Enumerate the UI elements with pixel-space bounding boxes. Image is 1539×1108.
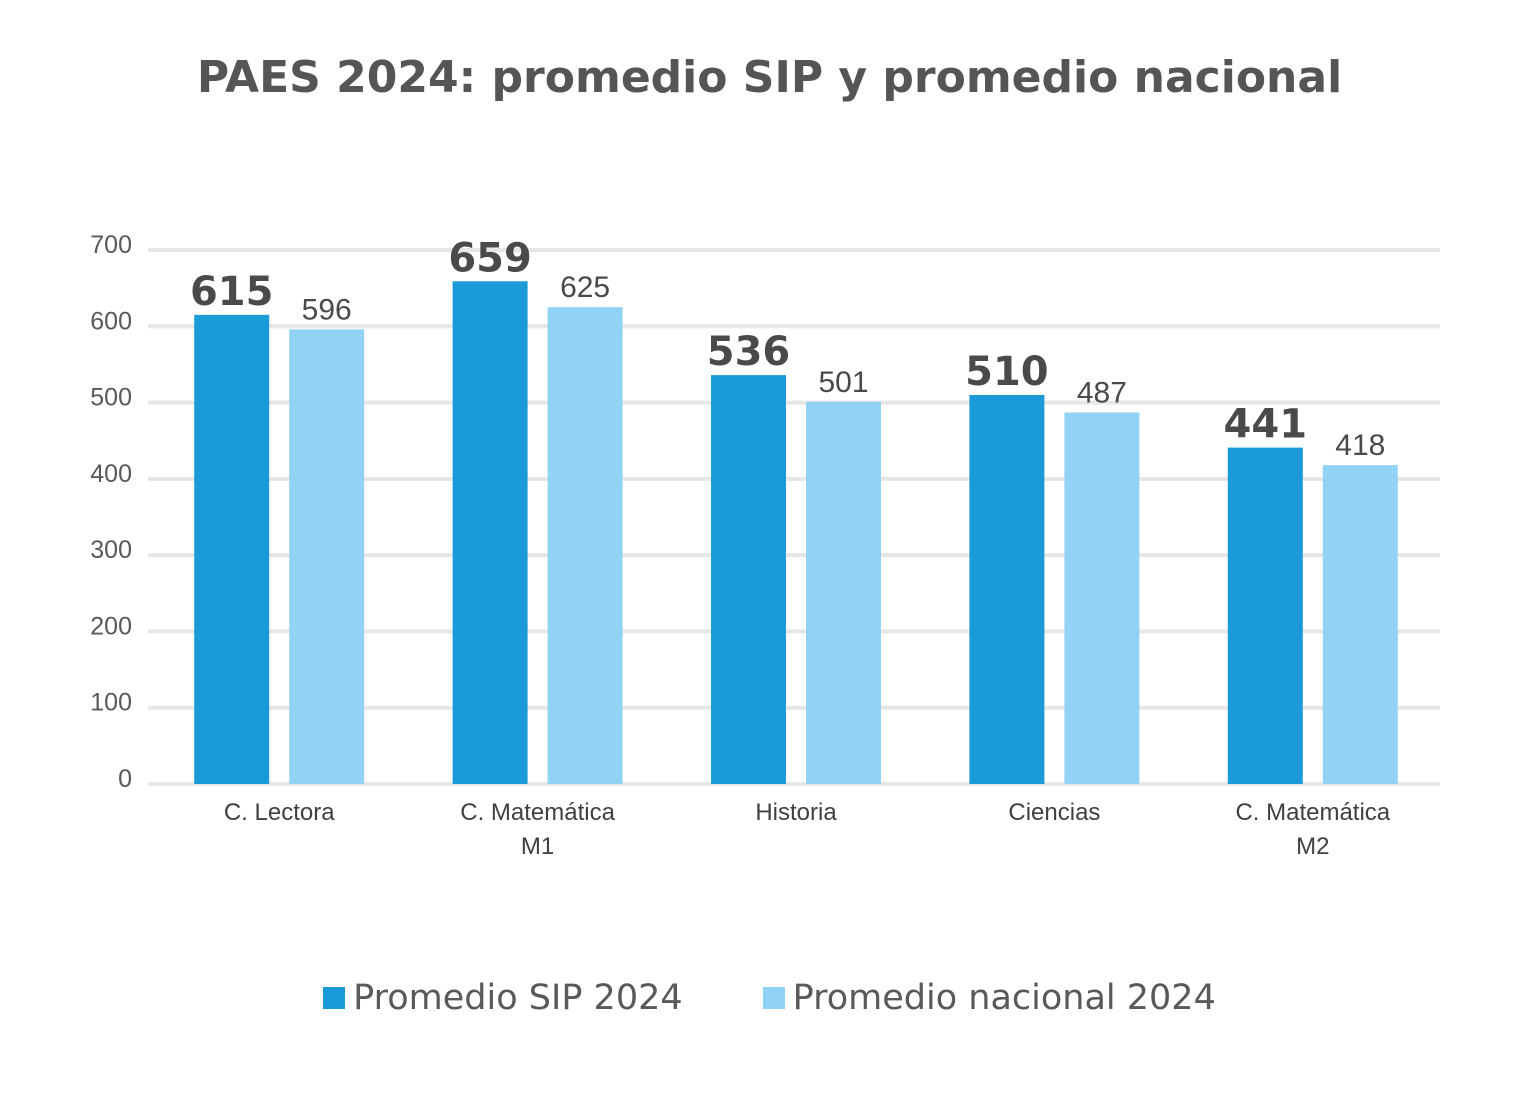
legend-swatch-nacional bbox=[762, 987, 785, 1009]
bar bbox=[1322, 465, 1398, 784]
data-label: 441 bbox=[1224, 402, 1308, 448]
bar-chart: 0 100 200 300 400 500 600 700 615 596 659 625 536 50… bbox=[90, 231, 1440, 860]
bar bbox=[1064, 412, 1140, 784]
y-tick-label: 400 bbox=[90, 460, 132, 488]
bar bbox=[969, 394, 1045, 784]
bar bbox=[806, 401, 881, 784]
y-tick-label: 0 bbox=[118, 765, 132, 793]
legend: Promedio SIP 2024 Promedio nacional 2024 bbox=[0, 978, 1539, 1018]
x-tick-label: C. Lectora bbox=[224, 799, 335, 826]
chart-title: PAES 2024: promedio SIP y promedio nacio… bbox=[196, 52, 1343, 103]
y-tick-label: 100 bbox=[90, 689, 132, 717]
data-label: 659 bbox=[448, 235, 532, 281]
y-axis: 0 100 200 300 400 500 600 700 bbox=[90, 231, 132, 793]
legend-label-sip: Promedio SIP 2024 bbox=[353, 978, 683, 1018]
data-label: 510 bbox=[965, 349, 1049, 395]
bar bbox=[1227, 447, 1303, 784]
data-label: 615 bbox=[190, 269, 274, 315]
x-tick-label: C. Matemática bbox=[460, 799, 615, 826]
data-label: 625 bbox=[560, 271, 610, 304]
data-label: 418 bbox=[1335, 429, 1385, 462]
y-tick-label: 700 bbox=[90, 231, 132, 259]
data-label: 501 bbox=[818, 366, 868, 399]
legend-label-nacional: Promedio nacional 2024 bbox=[792, 978, 1216, 1018]
x-tick-label: Historia bbox=[755, 799, 837, 826]
legend-swatch-sip bbox=[323, 987, 346, 1009]
x-tick-label: M1 bbox=[521, 833, 554, 860]
bar bbox=[194, 314, 270, 784]
x-axis: C. Lectora C. Matemática M1 Historia Ciencia… bbox=[224, 799, 1391, 860]
x-tick-label: Ciencias bbox=[1008, 799, 1100, 826]
bar bbox=[547, 307, 623, 784]
bar bbox=[711, 375, 786, 784]
y-tick-label: 200 bbox=[90, 612, 132, 640]
bar bbox=[289, 329, 365, 784]
y-tick-label: 500 bbox=[90, 384, 132, 412]
data-label: 596 bbox=[302, 293, 352, 326]
legend-item-nacional: Promedio nacional 2024 bbox=[762, 978, 1216, 1018]
data-labels: 615 596 659 625 536 501 510 487 441 418 bbox=[190, 235, 1385, 462]
x-tick-label: C. Matemática bbox=[1235, 799, 1390, 826]
bar bbox=[452, 281, 528, 784]
legend-item-sip: Promedio SIP 2024 bbox=[323, 978, 683, 1018]
data-label: 536 bbox=[707, 329, 791, 375]
y-tick-label: 300 bbox=[90, 536, 132, 564]
y-tick-label: 600 bbox=[90, 307, 132, 335]
data-label: 487 bbox=[1077, 376, 1127, 409]
bars bbox=[194, 281, 1398, 784]
x-tick-label: M2 bbox=[1296, 833, 1329, 860]
